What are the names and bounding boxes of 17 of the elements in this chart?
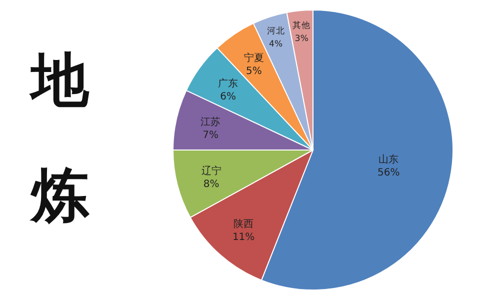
data-label: 8% (203, 179, 220, 190)
slice-label: 山东 (378, 153, 399, 166)
data-label: 56% (378, 167, 400, 178)
data-label: 5% (246, 66, 262, 78)
slice-label: 广东 (218, 77, 238, 90)
slice-label: 宁夏 (244, 52, 264, 64)
data-label: 4% (269, 39, 283, 50)
data-label: 7% (202, 130, 218, 142)
slice-label: 河北 (266, 25, 285, 36)
data-label: 6% (220, 91, 236, 102)
data-label: 3% (294, 34, 308, 44)
slice-label: 辽宁 (201, 165, 222, 178)
slice-label: 其他 (292, 20, 311, 32)
slice-label: 陕西 (234, 218, 254, 230)
slice-label: 江苏 (200, 116, 221, 128)
data-label: 11% (232, 232, 255, 243)
text: 地炼 (29, 46, 90, 229)
